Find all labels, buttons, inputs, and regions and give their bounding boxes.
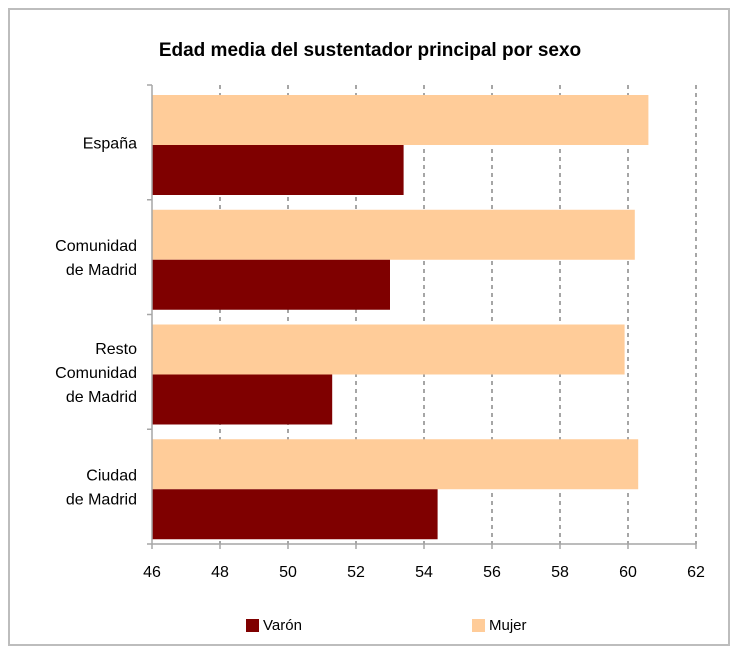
x-tick-label-54: 54: [415, 564, 433, 581]
category-label-3: Ciudad de Madrid: [66, 468, 137, 509]
x-tick-label-46: 46: [143, 564, 161, 581]
axis-labels: España Comunidad de Madrid Resto Comunidad de…: [55, 135, 705, 581]
category-label-line: Comunidad: [55, 365, 137, 382]
x-tick-label-62: 62: [687, 564, 705, 581]
legend-item-varon: Varón: [246, 617, 302, 634]
legend-label-mujer: Mujer: [489, 617, 527, 634]
axes: [147, 84, 697, 549]
bar-mujer-1: [152, 209, 635, 260]
category-label-line: de Madrid: [66, 262, 137, 279]
bar-mujer-3: [152, 439, 639, 490]
x-tick-label-56: 56: [483, 564, 501, 581]
bar-varon-2: [152, 374, 333, 425]
category-label-line: Resto: [95, 341, 137, 358]
bar-mujer-0: [152, 95, 649, 145]
bar-varon-0: [152, 145, 404, 195]
category-label-line: de Madrid: [66, 492, 137, 509]
x-tick-label-58: 58: [551, 564, 569, 581]
category-label-2: Resto Comunidad de Madrid: [55, 341, 137, 406]
legend-label-varon: Varón: [263, 617, 302, 634]
category-label-line: de Madrid: [66, 389, 137, 406]
x-tick-label-50: 50: [279, 564, 297, 581]
legend-swatch-mujer: [472, 619, 485, 632]
x-tick-label-60: 60: [619, 564, 637, 581]
category-label-0: España: [83, 135, 137, 152]
bar-varon-3: [152, 489, 438, 540]
category-label-line: España: [83, 135, 137, 152]
category-label-line: Comunidad: [55, 238, 137, 255]
x-tick-label-52: 52: [347, 564, 365, 581]
chart-title: Edad media del sustentador principal por…: [158, 40, 582, 61]
category-label-1: Comunidad de Madrid: [55, 238, 137, 279]
bars: [152, 95, 649, 540]
category-label-line: Ciudad: [86, 468, 137, 485]
bar-varon-1: [152, 259, 390, 310]
x-tick-label-48: 48: [211, 564, 229, 581]
legend-item-mujer: Mujer: [472, 617, 527, 634]
bar-mujer-2: [152, 324, 625, 375]
legend-swatch-varon: [246, 619, 259, 632]
